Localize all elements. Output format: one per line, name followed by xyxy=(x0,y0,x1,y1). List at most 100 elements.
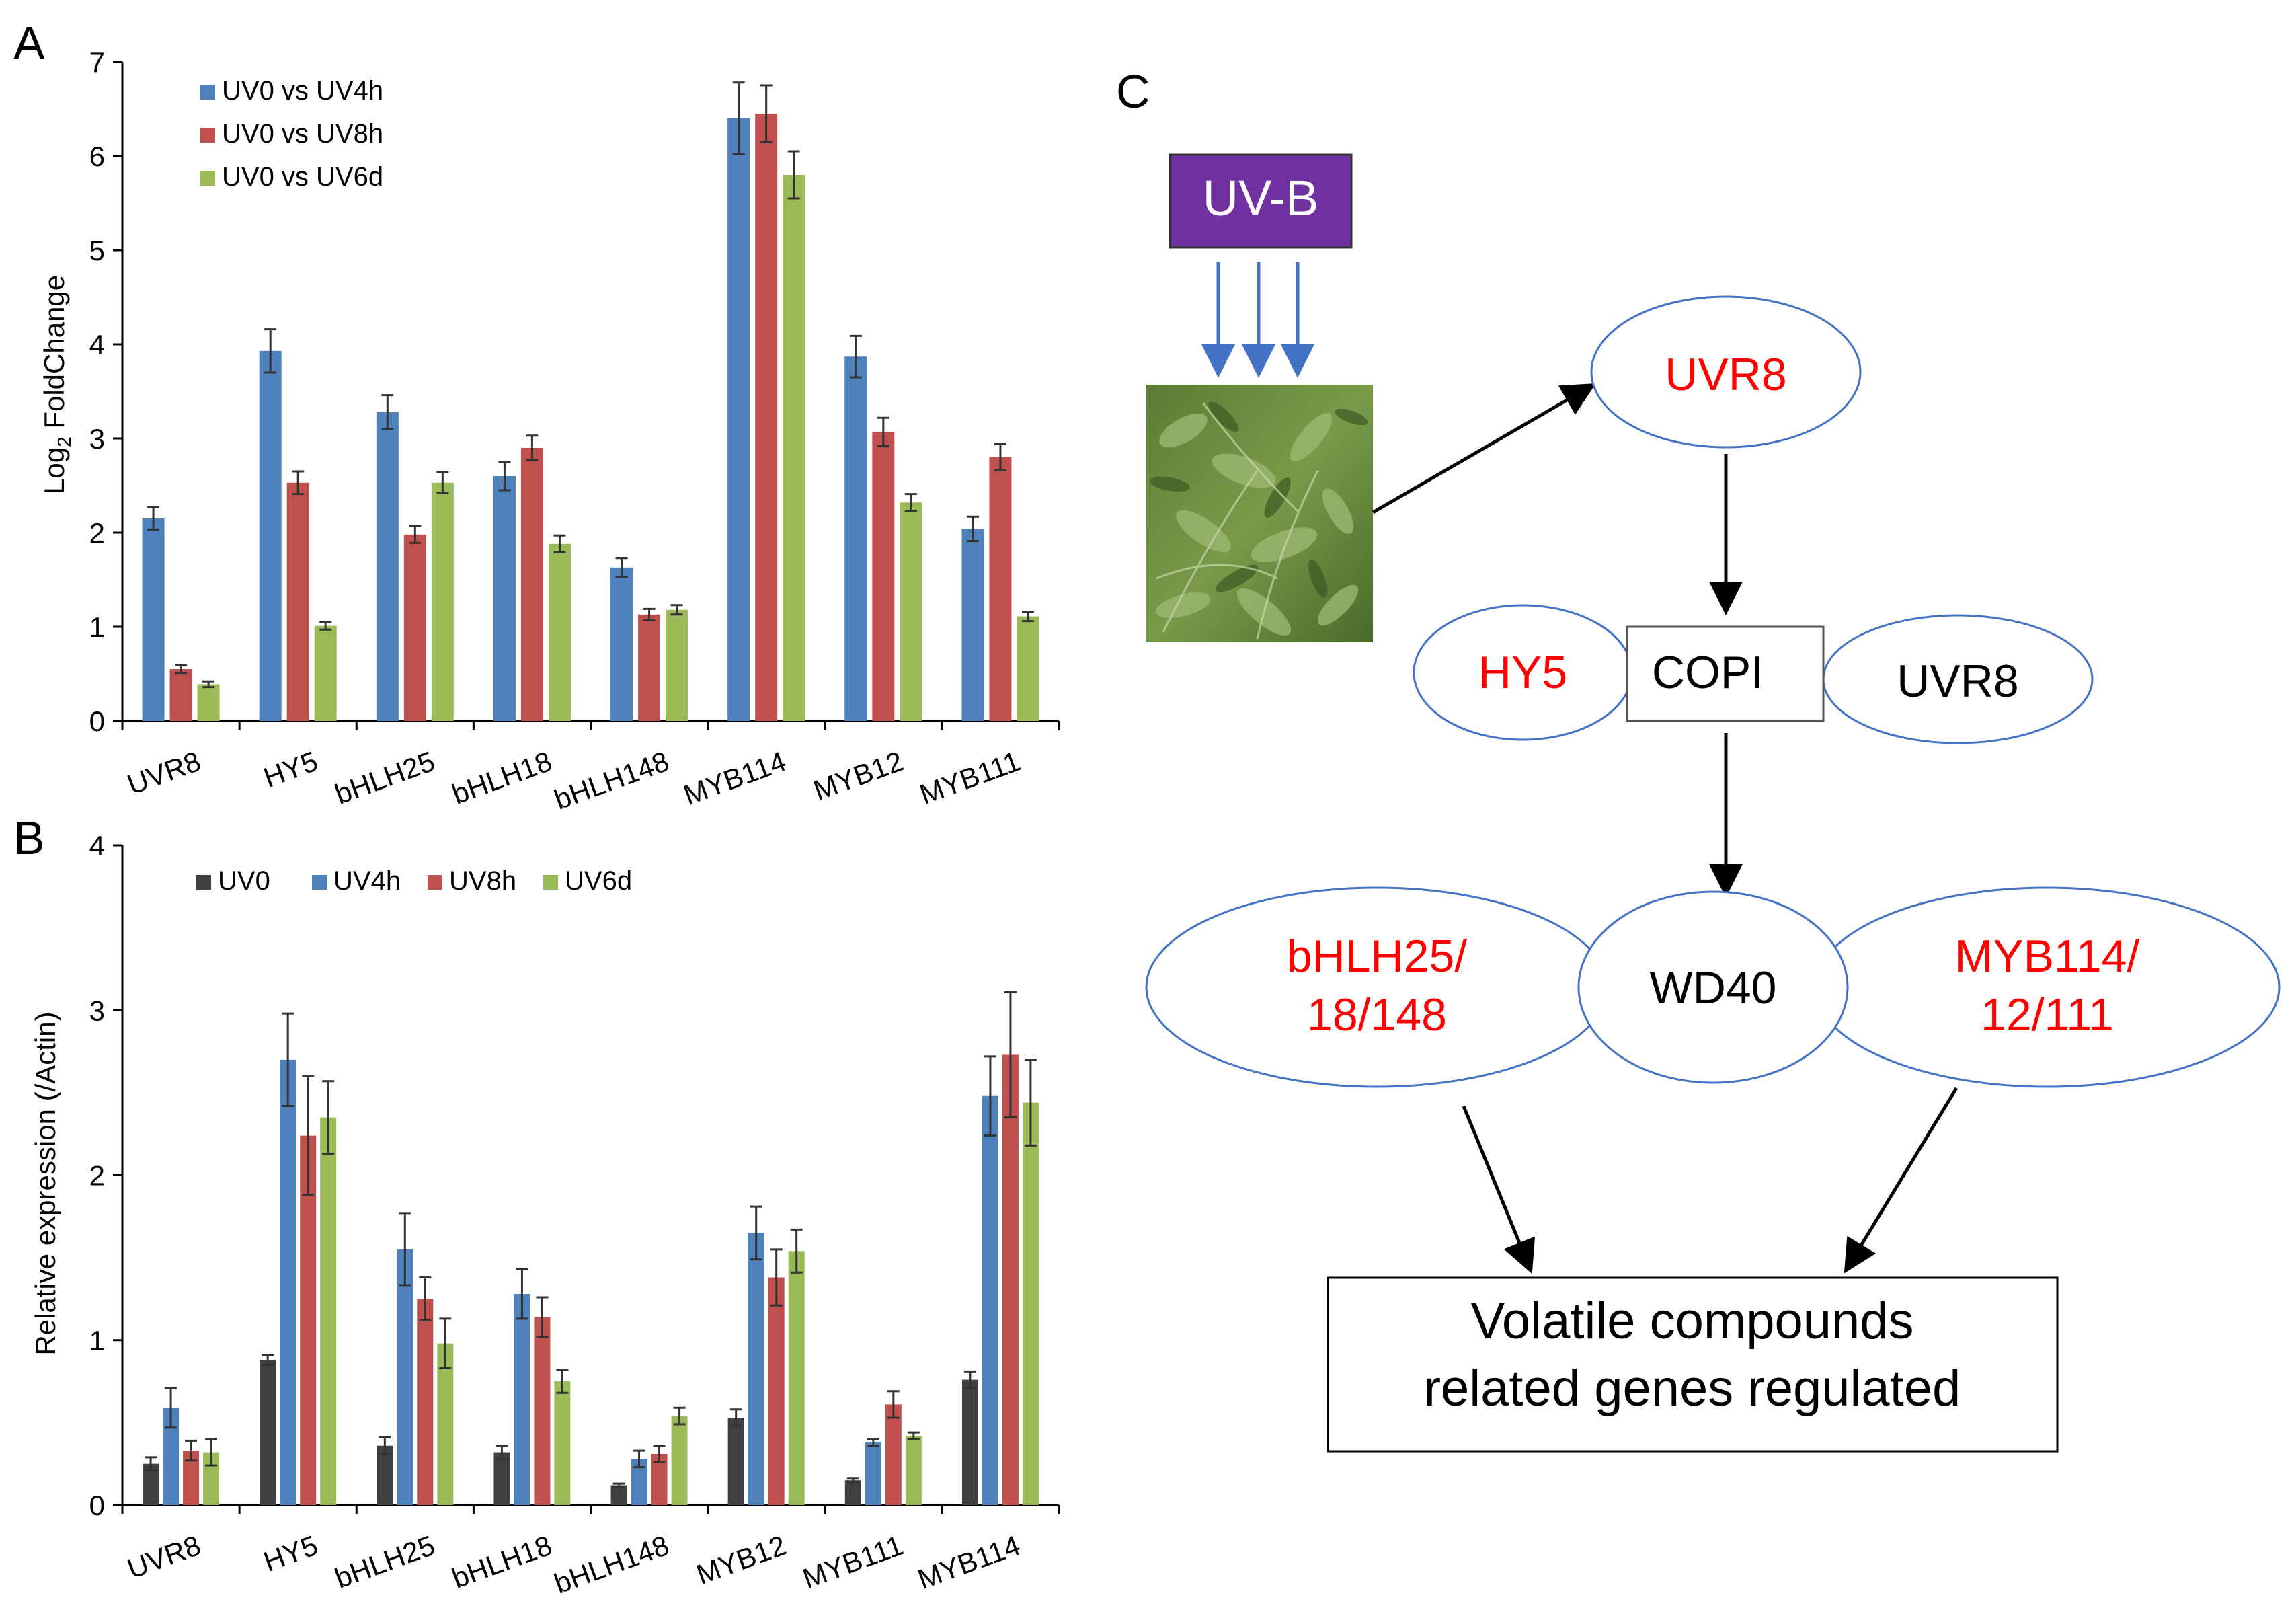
legend-swatch xyxy=(312,875,327,890)
y-tick-label: 4 xyxy=(89,830,105,861)
bar xyxy=(783,175,805,721)
bar xyxy=(982,1095,998,1505)
legend-swatch xyxy=(196,875,211,890)
bar xyxy=(989,457,1012,721)
bar xyxy=(403,534,426,721)
bar xyxy=(280,1059,296,1505)
wd40-ellipse xyxy=(1577,890,1849,1084)
y-tick-label: 0 xyxy=(89,705,105,737)
bar xyxy=(169,669,192,721)
bar xyxy=(286,482,309,721)
bar xyxy=(905,1435,922,1505)
bar xyxy=(534,1317,551,1505)
legend-label: UV6d xyxy=(565,866,632,896)
myb-ellipse xyxy=(1814,886,2281,1088)
arrow-myb-to-result xyxy=(1844,1087,1958,1274)
bar xyxy=(961,1379,978,1505)
bar xyxy=(431,482,454,721)
bar xyxy=(437,1343,454,1505)
bar xyxy=(300,1135,317,1505)
legend-label: UV8h xyxy=(449,866,516,896)
bar xyxy=(377,1445,393,1505)
arrow-bhlh-to-result xyxy=(1462,1106,1536,1274)
legend-swatch xyxy=(543,875,558,890)
y-tick-label: 2 xyxy=(89,517,105,549)
myb-label-line2: 12/111 xyxy=(1981,989,2114,1040)
bar xyxy=(314,625,337,721)
y-tick-label: 3 xyxy=(89,995,105,1026)
bar xyxy=(755,114,778,721)
legend-swatch xyxy=(200,171,215,186)
myb-label-line1: MYB114/ xyxy=(1955,931,2140,982)
uvr8-top-label: UVR8 xyxy=(1665,349,1786,400)
y-tick-label: 5 xyxy=(89,235,105,266)
y-tick-label: 0 xyxy=(89,1490,105,1521)
bar xyxy=(671,1416,688,1505)
uvb-box xyxy=(1169,153,1353,249)
y-tick-label: 3 xyxy=(89,423,105,455)
bhlh-ellipse xyxy=(1145,886,1609,1088)
bar xyxy=(376,412,399,721)
uvb-label: UV-B xyxy=(1203,170,1319,226)
bar xyxy=(900,502,922,721)
bar xyxy=(844,356,867,721)
uvr8-right-label: UVR8 xyxy=(1897,656,2018,707)
diagram-c: UV-B xyxy=(1145,153,2281,1453)
bar xyxy=(872,432,895,721)
arrow-photo-to-uvr8 xyxy=(1372,383,1596,514)
panel-label-a: A xyxy=(13,17,45,69)
bar xyxy=(885,1404,902,1505)
y-tick-label: 1 xyxy=(89,611,105,643)
legend-label: UV0 vs UV6d xyxy=(222,162,383,192)
legend-label: UV4h xyxy=(333,866,401,896)
legend-swatch xyxy=(200,128,215,143)
y-tick-label: 1 xyxy=(89,1325,105,1356)
bar xyxy=(610,1485,627,1505)
bar xyxy=(961,529,984,721)
bar xyxy=(493,1452,510,1505)
legend-label: UV0 vs UV8h xyxy=(222,119,383,149)
bar xyxy=(1002,1054,1019,1505)
bhlh-label-line1: bHLH25/ xyxy=(1287,931,1467,982)
bar xyxy=(417,1299,434,1505)
uvr8-ellipse xyxy=(1590,295,1862,449)
bar xyxy=(666,609,688,721)
y-tick-label: 2 xyxy=(89,1160,105,1192)
bar xyxy=(727,118,750,721)
y-tick-label: 7 xyxy=(89,46,105,78)
y-axis-label: Relative expression (/Actin) xyxy=(30,1011,61,1355)
bar xyxy=(610,567,633,721)
hy5-label: HY5 xyxy=(1478,647,1567,698)
result-box xyxy=(1327,1276,2059,1453)
bar xyxy=(260,1360,276,1505)
y-axis-label: Log2 FoldChange xyxy=(38,275,75,494)
bhlh-label-line2: 18/148 xyxy=(1307,989,1447,1040)
bar xyxy=(397,1249,413,1505)
result-line1: Volatile compounds xyxy=(1470,1293,1913,1350)
panel-label-b: B xyxy=(13,812,45,864)
bar xyxy=(520,448,543,721)
legend-swatch xyxy=(200,85,215,100)
y-tick-label: 6 xyxy=(89,141,105,172)
bar xyxy=(748,1233,764,1505)
legend-label: UV0 xyxy=(218,866,270,896)
plant-photo xyxy=(1146,385,1373,642)
bar xyxy=(554,1381,571,1505)
bar xyxy=(259,350,282,721)
bar xyxy=(638,614,661,721)
legend-label: UV0 vs UV4h xyxy=(222,76,383,106)
bar xyxy=(320,1117,337,1505)
result-line2: related genes regulated xyxy=(1424,1360,1961,1417)
bar xyxy=(514,1294,530,1505)
bar xyxy=(142,518,165,721)
bar xyxy=(727,1418,744,1505)
copi-box xyxy=(1626,625,1825,722)
bar xyxy=(1022,1102,1039,1505)
bar xyxy=(788,1251,805,1505)
bar xyxy=(493,476,516,721)
bar xyxy=(865,1442,881,1505)
bar xyxy=(768,1277,785,1505)
bar xyxy=(548,543,571,721)
